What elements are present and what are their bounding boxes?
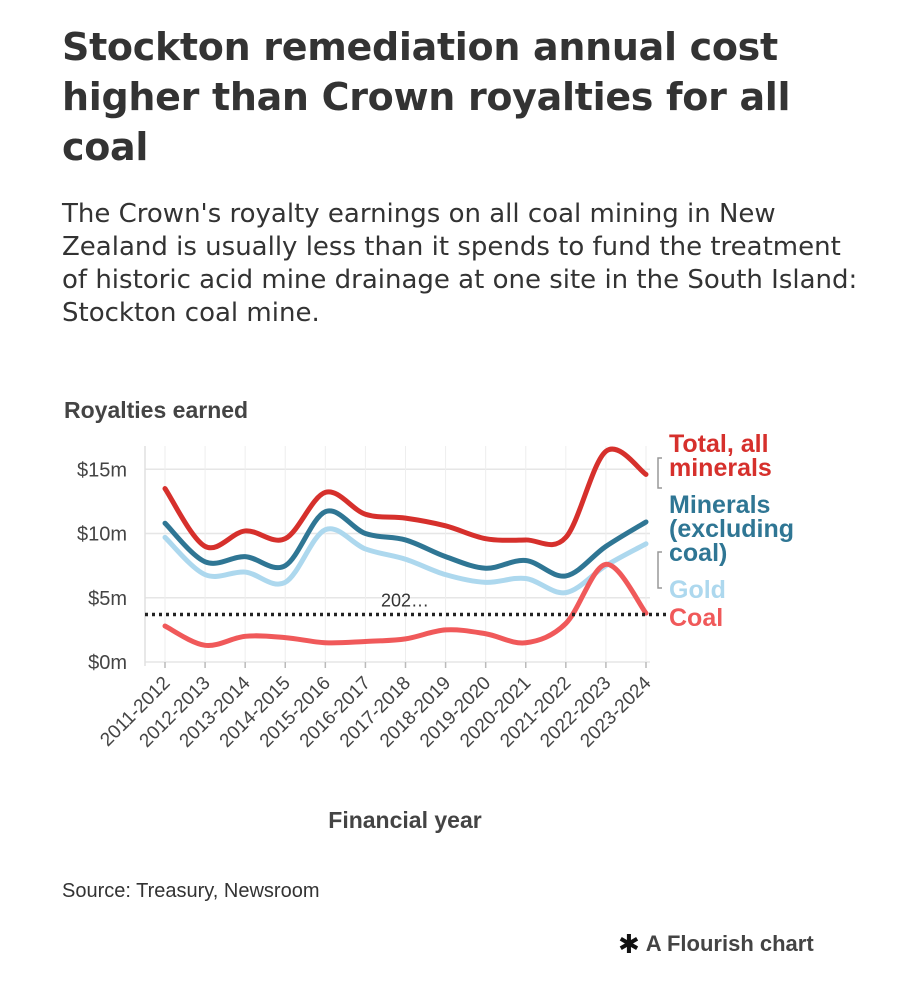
legend-bracket — [657, 551, 662, 589]
flourish-star-icon: ✱ — [618, 929, 640, 959]
y-axis-label: Royalties earned — [64, 397, 248, 423]
y-tick-label: $15m — [77, 459, 127, 481]
source-note: Source: Treasury, Newsroom — [62, 880, 320, 902]
y-tick-label: $10m — [77, 524, 127, 546]
legend-label-line: Gold — [669, 576, 726, 604]
reference-line-label: 202… — [381, 590, 429, 610]
y-tick-label: $5m — [88, 588, 127, 610]
series-line-total-all-minerals — [162, 446, 649, 551]
legend-label-line: Total, all — [669, 430, 769, 458]
flourish-credit-label: A Flourish chart — [645, 931, 814, 956]
legend-bracket — [657, 457, 662, 489]
line-chart: Royalties earned$0m$5m$10m$15m2011-20122… — [64, 397, 794, 833]
legend-label-line: (excluding — [669, 515, 794, 543]
legend-label-line: Coal — [669, 604, 723, 632]
chart-title: Stockton remediation annual cost higher … — [62, 25, 791, 169]
series-line-gold — [162, 526, 649, 596]
y-tick-label: $0m — [88, 652, 127, 674]
flourish-credit[interactable]: ✱ A Flourish chart — [618, 931, 814, 957]
legend-label-line: minerals — [669, 454, 772, 482]
series-line-coal — [162, 561, 649, 648]
series-line-minerals-excluding-coal — [162, 508, 649, 579]
x-axis-label: Financial year — [328, 807, 481, 833]
legend-label-line: coal) — [669, 539, 727, 567]
chart-subtitle: The Crown's royalty earnings on all coal… — [62, 199, 858, 328]
legend-label-line: Minerals — [669, 491, 770, 519]
